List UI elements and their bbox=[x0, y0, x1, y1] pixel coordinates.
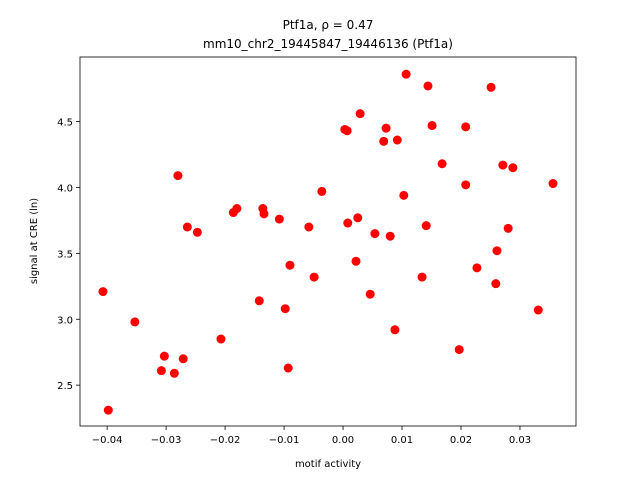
point bbox=[417, 272, 427, 282]
x-tick-label: −0.02 bbox=[210, 435, 241, 446]
point bbox=[365, 289, 375, 299]
point bbox=[98, 287, 108, 297]
point bbox=[280, 304, 290, 314]
point bbox=[533, 305, 543, 315]
point bbox=[178, 354, 188, 364]
point bbox=[548, 179, 558, 189]
point bbox=[259, 209, 269, 219]
point bbox=[103, 405, 113, 415]
point bbox=[508, 163, 518, 173]
point bbox=[351, 256, 361, 266]
point bbox=[454, 345, 464, 355]
point bbox=[427, 121, 437, 131]
point bbox=[461, 180, 471, 190]
point bbox=[503, 223, 513, 233]
point bbox=[317, 186, 327, 196]
point bbox=[232, 204, 242, 214]
point bbox=[385, 231, 395, 241]
x-tick-label: −0.03 bbox=[151, 435, 182, 446]
point bbox=[156, 366, 166, 376]
point bbox=[309, 272, 319, 282]
point bbox=[437, 159, 447, 169]
x-tick-label: 0.01 bbox=[391, 435, 413, 446]
point bbox=[472, 263, 482, 273]
point bbox=[254, 296, 264, 306]
x-tick-label: 0.03 bbox=[509, 435, 531, 446]
point bbox=[159, 351, 169, 361]
point bbox=[492, 246, 502, 256]
point bbox=[343, 218, 353, 228]
y-tick-label: 3.5 bbox=[57, 249, 73, 260]
point bbox=[355, 109, 365, 119]
point bbox=[421, 221, 431, 231]
y-tick-label: 3.0 bbox=[57, 315, 73, 326]
y-tick-label: 4.0 bbox=[57, 183, 73, 194]
chart-title: Ptf1a, ρ = 0.47 bbox=[283, 18, 374, 32]
x-tick-label: 0.00 bbox=[332, 435, 354, 446]
point bbox=[192, 227, 202, 237]
point bbox=[173, 171, 183, 181]
point bbox=[498, 160, 508, 170]
chart-subtitle: mm10_chr2_19445847_19446136 (Ptf1a) bbox=[203, 37, 453, 51]
y-tick-label: 4.5 bbox=[57, 118, 73, 129]
x-tick-label: −0.01 bbox=[269, 435, 300, 446]
point bbox=[285, 260, 295, 270]
plot-frame bbox=[79, 56, 577, 427]
point bbox=[274, 214, 284, 224]
x-tick-label: 0.02 bbox=[450, 435, 472, 446]
point bbox=[169, 368, 179, 378]
point bbox=[342, 126, 352, 136]
point bbox=[390, 325, 400, 335]
point bbox=[353, 213, 363, 223]
y-axis-label: signal at CRE (ln) bbox=[29, 198, 40, 284]
point bbox=[423, 81, 433, 91]
point bbox=[304, 222, 314, 232]
point bbox=[392, 135, 402, 145]
point bbox=[283, 363, 293, 373]
point bbox=[486, 82, 496, 92]
point bbox=[216, 334, 226, 344]
x-tick-label: −0.04 bbox=[92, 435, 123, 446]
point bbox=[182, 222, 192, 232]
x-axis-label: motif activity bbox=[295, 459, 361, 470]
point bbox=[379, 136, 389, 146]
y-tick-label: 2.5 bbox=[57, 381, 73, 392]
point bbox=[381, 123, 391, 133]
point bbox=[370, 229, 380, 239]
point bbox=[401, 69, 411, 79]
point bbox=[399, 190, 409, 200]
point bbox=[461, 122, 471, 132]
point bbox=[491, 279, 501, 289]
point bbox=[130, 317, 140, 327]
